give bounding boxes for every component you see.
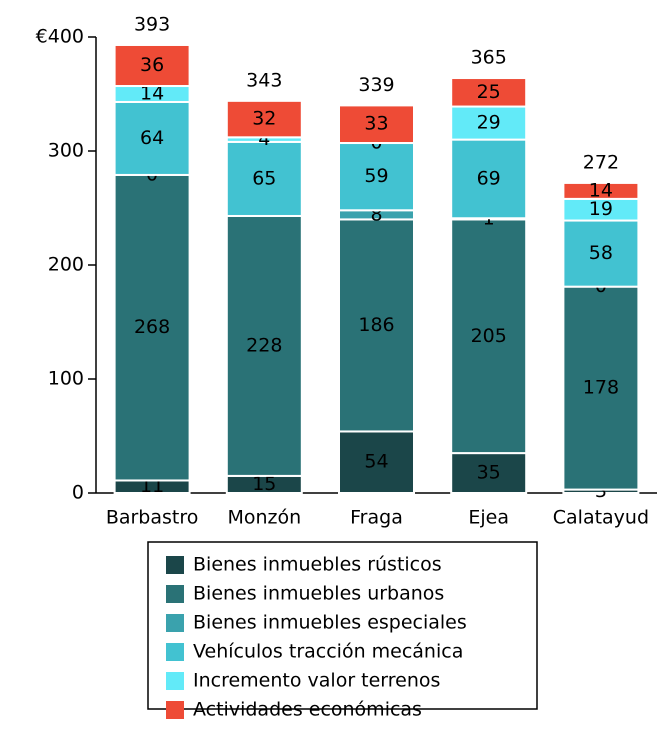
data-label: 25 <box>477 81 501 103</box>
legend-swatch <box>166 556 184 574</box>
x-tick-label: Ejea <box>468 507 509 529</box>
bar-segment <box>113 173 191 482</box>
legend-label: Bienes inmuebles especiales <box>193 612 467 634</box>
y-tick-label: 100 <box>48 368 84 390</box>
x-tick-label: Barbastro <box>106 507 199 529</box>
data-label: 65 <box>252 167 276 189</box>
bar-segment <box>562 219 640 288</box>
data-label: 19 <box>589 198 613 220</box>
data-label: 14 <box>140 83 164 105</box>
data-label: 64 <box>140 127 164 149</box>
legend-swatch <box>166 614 184 632</box>
total-label: 272 <box>583 151 619 173</box>
data-label: 59 <box>364 165 388 187</box>
total-label: 393 <box>134 13 170 35</box>
legend-label: Actividades económicas <box>193 699 422 721</box>
legend-swatch <box>166 643 184 661</box>
bar-segment <box>338 218 415 433</box>
legend-label: Vehículos tracción mecánica <box>193 641 463 663</box>
legend-swatch <box>166 701 184 719</box>
total-label: 343 <box>246 69 282 91</box>
data-label: 32 <box>252 108 276 130</box>
y-tick-label: €400 <box>36 26 84 48</box>
total-label: 339 <box>358 74 394 96</box>
y-tick-label: 300 <box>48 140 84 162</box>
bar-segment <box>450 452 528 495</box>
data-label: 29 <box>477 112 501 134</box>
x-tick-label: Fraga <box>350 507 403 529</box>
data-label: 33 <box>364 113 388 135</box>
data-label: 54 <box>364 451 388 473</box>
data-label: 14 <box>589 179 613 201</box>
y-tick-label: 200 <box>48 254 84 276</box>
legend-box <box>147 541 538 710</box>
data-label: 228 <box>246 334 282 356</box>
bar-segment <box>113 43 191 88</box>
bar-segment <box>450 105 528 141</box>
bar-segment <box>450 218 528 455</box>
bar-segment <box>338 142 415 212</box>
data-label: 186 <box>358 314 394 336</box>
data-label: 178 <box>583 377 619 399</box>
data-label: 15 <box>252 473 276 495</box>
bar-segment <box>562 181 640 200</box>
data-label: 205 <box>471 325 507 347</box>
data-label: 35 <box>477 462 501 484</box>
data-label: 36 <box>140 54 164 76</box>
legend-swatch <box>166 585 184 603</box>
legend-label: Incremento valor terrenos <box>193 670 440 692</box>
bar-segment <box>562 285 640 491</box>
legend-label: Bienes inmuebles rústicos <box>193 554 442 576</box>
legend-swatch <box>166 672 184 690</box>
total-label: 365 <box>471 47 507 69</box>
bar-segment <box>338 430 415 495</box>
bar-segment <box>225 99 303 139</box>
bar-segment <box>338 104 415 145</box>
data-label: 69 <box>477 167 501 189</box>
data-label: 58 <box>589 242 613 264</box>
y-tick-label: 0 <box>72 482 84 504</box>
data-label: 268 <box>134 316 170 338</box>
bar-segment <box>450 77 528 108</box>
bar-segment <box>450 138 528 220</box>
legend-label: Bienes inmuebles urbanos <box>193 583 444 605</box>
x-tick-label: Monzón <box>227 507 301 529</box>
x-tick-label: Calatayud <box>553 507 649 529</box>
